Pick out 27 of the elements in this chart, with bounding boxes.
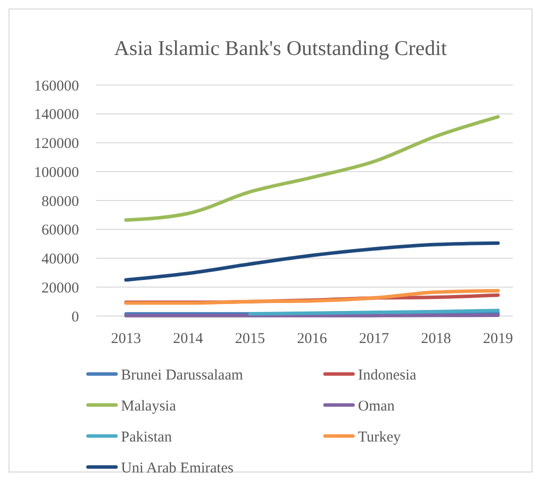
y-tick-label: 60000 [42, 222, 79, 239]
y-tick-label: 100000 [34, 164, 79, 181]
line-series [124, 288, 500, 305]
legend-label: Uni Arab Emirates [121, 460, 234, 476]
x-tick-label: 2013 [111, 331, 141, 347]
y-tick-label: 140000 [34, 107, 79, 124]
line-series [124, 241, 500, 282]
x-tick-label: 2016 [297, 331, 328, 347]
y-tick-label: 40000 [42, 252, 79, 268]
legend-label: Pakistan [121, 429, 172, 446]
y-tick-label: 0 [72, 309, 79, 326]
legend-label: Oman [358, 398, 396, 414]
x-tick-label: 2018 [421, 331, 451, 347]
x-tick-label: 2019 [483, 331, 513, 347]
y-tick-label: 120000 [34, 136, 79, 152]
x-tick-label: 2017 [359, 331, 390, 347]
x-tick-label: 2015 [235, 331, 265, 347]
legend-label: Malaysia [121, 398, 176, 414]
legend-label: Turkey [358, 429, 402, 446]
y-tick-label: 20000 [42, 280, 79, 296]
line-series [124, 115, 500, 222]
legend-label: Indonesia [358, 367, 417, 384]
chart-title: Asia Islamic Bank's Outstanding Credit [114, 36, 448, 60]
y-tick-label: 160000 [34, 78, 79, 94]
legend-label: Brunei Darussalaam [121, 367, 244, 384]
x-tick-label: 2014 [173, 331, 204, 347]
y-tick-label: 80000 [42, 194, 79, 210]
